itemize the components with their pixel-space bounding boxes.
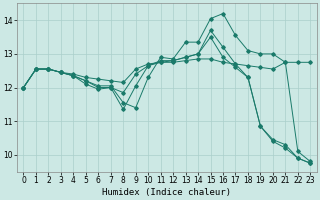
X-axis label: Humidex (Indice chaleur): Humidex (Indice chaleur) [102,188,231,197]
